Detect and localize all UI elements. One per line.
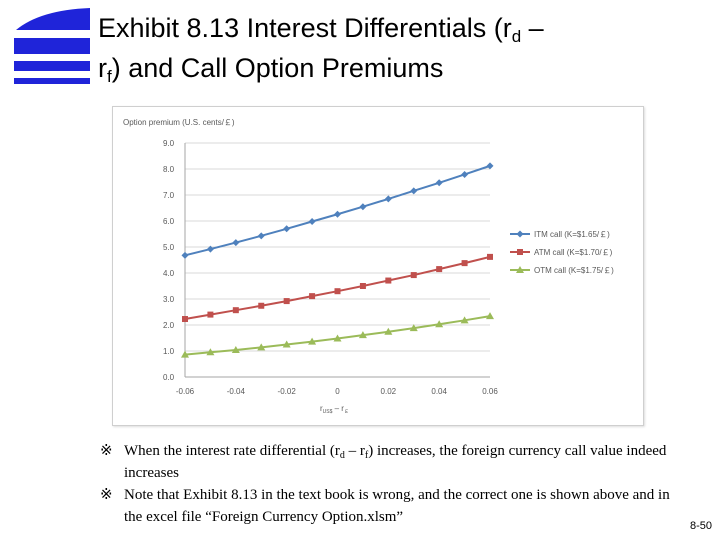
data-point — [409, 324, 418, 332]
note-2: ※ Note that Exhibit 8.13 in the text boo… — [100, 484, 680, 528]
data-point — [410, 187, 418, 195]
y-tick-label: 2.0 — [163, 321, 175, 330]
y-tick-label: 3.0 — [163, 295, 175, 304]
data-point — [181, 350, 189, 358]
data-point — [282, 340, 291, 348]
data-point — [460, 316, 469, 324]
notes-block: ※ When the interest rate differential (r… — [100, 440, 680, 528]
data-point — [207, 311, 214, 318]
note-bullet: ※ — [100, 443, 113, 459]
data-point — [461, 170, 469, 178]
data-point — [182, 316, 188, 323]
data-point — [516, 230, 524, 238]
data-point — [435, 320, 444, 328]
data-point — [486, 312, 494, 320]
data-point — [232, 307, 239, 314]
x-tick-label: -0.06 — [176, 387, 195, 396]
chart-panel: Option premium (U.S. cents/￡) 0.0 1.0 2.0 3… — [112, 106, 644, 426]
y-tick-label: 0.0 — [163, 373, 175, 382]
y-tick-label: 6.0 — [163, 217, 175, 226]
note-1: ※ When the interest rate differential (r… — [100, 440, 680, 484]
page-number: 8-50 — [689, 520, 712, 532]
series-triangle — [181, 312, 494, 358]
data-point — [334, 210, 341, 218]
note-bullet: ※ — [100, 487, 113, 503]
data-point — [232, 239, 240, 247]
x-tick-label: -0.02 — [278, 387, 297, 396]
data-point — [334, 288, 341, 295]
series-diamond — [181, 162, 494, 259]
data-point — [359, 283, 366, 289]
y-tick-label: 8.0 — [163, 165, 175, 174]
data-point — [385, 277, 392, 284]
x-axis-title: rUS$ – r￡ — [320, 404, 349, 415]
data-point — [410, 272, 417, 279]
data-point — [461, 260, 468, 267]
y-tick-label: 5.0 — [163, 243, 175, 252]
y-tick-label: 1.0 — [163, 347, 175, 356]
series-line — [184, 164, 491, 257]
data-point — [435, 179, 443, 187]
data-point — [384, 327, 393, 335]
data-point — [257, 232, 265, 240]
x-tick-label: 0.06 — [482, 387, 498, 396]
legend-label: ITM call (K=$1.65/￡) — [534, 230, 610, 239]
data-point — [516, 266, 524, 273]
series-square — [182, 253, 493, 323]
data-point — [308, 337, 317, 345]
legend-label: OTM call (K=$1.75/￡) — [534, 266, 614, 275]
data-point — [258, 302, 265, 309]
x-tick-label: -0.04 — [227, 387, 246, 396]
x-tick-label: 0 — [335, 387, 340, 396]
series-line — [184, 255, 491, 321]
legend-label: ATM call (K=$1.70/￡) — [534, 248, 613, 257]
data-point — [487, 253, 493, 260]
data-point — [358, 331, 367, 339]
data-point — [206, 348, 215, 356]
y-tick-label: 7.0 — [163, 191, 175, 200]
data-point — [309, 293, 316, 300]
data-point — [283, 225, 291, 233]
x-tick-label: 0.02 — [381, 387, 397, 396]
logo-icon — [14, 8, 90, 84]
data-point — [384, 195, 392, 203]
data-point — [517, 249, 523, 255]
y-tick-label: 4.0 — [163, 269, 175, 278]
data-point — [231, 345, 240, 353]
data-point — [486, 162, 494, 170]
title-line2: rf) and Call Option Premiums — [98, 53, 444, 86]
data-point — [257, 343, 266, 351]
data-point — [283, 298, 290, 305]
title-line1: Exhibit 8.13 Interest Differentials (rd … — [98, 13, 544, 46]
option-premium-chart: Option premium (U.S. cents/￡) 0.0 1.0 2.0 3… — [123, 118, 614, 415]
data-point — [308, 218, 316, 226]
y-tick-label: 9.0 — [163, 139, 175, 148]
data-point — [436, 266, 443, 273]
data-point — [181, 251, 189, 259]
page-title: Exhibit 8.13 Interest Differentials (rd … — [98, 8, 708, 88]
data-point — [333, 334, 342, 342]
y-axis-title: Option premium (U.S. cents/￡) — [123, 118, 235, 127]
data-point — [359, 203, 367, 211]
data-point — [206, 245, 214, 253]
x-tick-label: 0.04 — [431, 387, 447, 396]
